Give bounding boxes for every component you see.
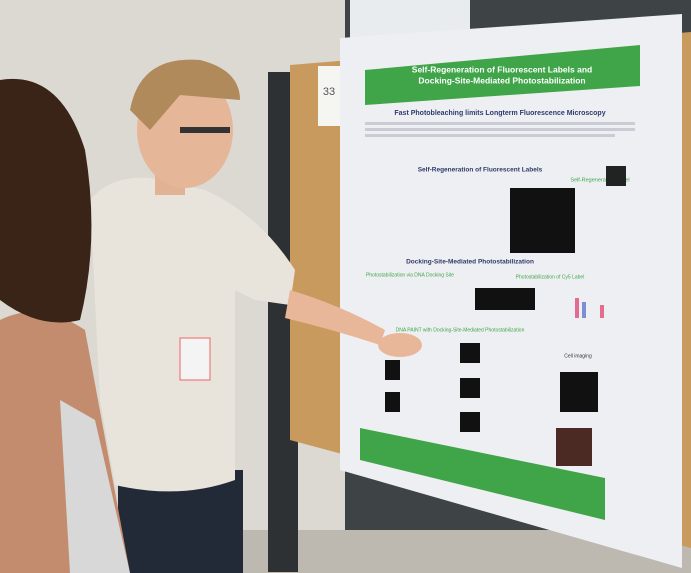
number-card (318, 66, 340, 126)
poster-title: Docking-Site-Mediated Photostabilization (418, 75, 585, 85)
shirt (90, 177, 295, 492)
qr-code (606, 166, 626, 186)
microscopy-images (510, 188, 575, 253)
bag (60, 400, 130, 573)
body-text (365, 122, 635, 137)
section-heading: Photostabilization of Cy5 Label (516, 274, 585, 280)
arm (285, 290, 385, 345)
hand (378, 333, 422, 357)
hair (130, 59, 240, 131)
glasses (180, 127, 230, 133)
name-badge (179, 337, 211, 381)
poster-subtitle: Fast Photobleaching limits Longterm Fluo… (394, 110, 605, 117)
poster-header (365, 45, 640, 105)
section-heading: Photostabilization via DNA Docking Site (366, 272, 454, 278)
poster-title: Self-Regeneration of Fluorescent Labels … (412, 64, 592, 74)
section-heading: DNA PAINT with Docking-Site-Mediated Pho… (396, 327, 525, 333)
bar-chart-figure (575, 298, 604, 318)
board-number: 33 (323, 86, 335, 98)
section-heading: Cell imaging (564, 353, 592, 359)
section-heading: Self-Regeneration of Fluorescent Labels (418, 167, 543, 174)
microscopy-images (385, 343, 598, 432)
poster-footer (360, 428, 605, 520)
section-heading: Self-Regenerating Label (570, 177, 629, 183)
cell-image (556, 428, 592, 466)
microscopy-images (475, 288, 535, 310)
woman-hair (0, 78, 92, 323)
section-heading: Docking-Site-Mediated Photostabilization (406, 259, 534, 266)
